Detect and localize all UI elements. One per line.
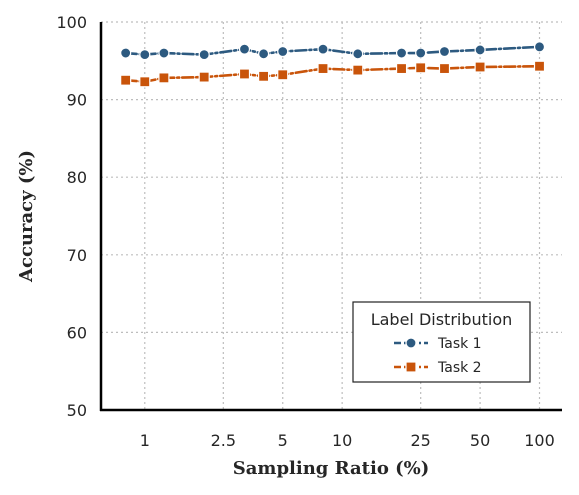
x-tick-label: 25 xyxy=(411,431,431,450)
y-tick-label: 70 xyxy=(67,246,87,265)
data-point xyxy=(533,60,546,72)
data-point xyxy=(139,48,151,61)
data-point xyxy=(277,69,289,81)
data-point xyxy=(352,64,364,76)
legend-marker xyxy=(405,337,417,349)
legend-title: Label Distribution xyxy=(371,310,513,329)
y-tick-label: 100 xyxy=(56,13,87,32)
data-point xyxy=(415,47,427,59)
y-tick-label: 50 xyxy=(67,401,87,420)
series-line xyxy=(124,45,541,56)
data-point xyxy=(474,61,486,73)
x-tick-label: 5 xyxy=(278,431,288,450)
ticks-layer: 50 60 70 80 90 100 1 2.5 5 10 25 50 100 xyxy=(56,13,554,450)
y-tick-label: 80 xyxy=(67,168,87,187)
data-point xyxy=(258,70,270,82)
legend-marker xyxy=(405,361,417,373)
series-task-1 xyxy=(120,41,546,61)
data-point xyxy=(139,76,151,88)
series-task-2 xyxy=(120,60,546,88)
legend-entry: Task 2 xyxy=(394,360,482,376)
legend: Label Distribution Task 1 Task 2 xyxy=(352,301,531,383)
x-axis-title: Sampling Ratio (%) xyxy=(233,458,430,479)
data-point xyxy=(474,44,486,56)
data-point xyxy=(395,62,408,75)
data-point xyxy=(258,48,270,60)
data-point xyxy=(438,45,451,58)
axes-layer xyxy=(99,22,562,412)
data-point xyxy=(352,48,364,60)
data-point xyxy=(395,47,408,59)
y-tick-label: 60 xyxy=(67,323,87,342)
data-point xyxy=(277,45,289,58)
legend-box xyxy=(352,301,531,383)
data-point xyxy=(120,74,132,86)
data-point xyxy=(158,47,170,59)
data-point xyxy=(238,43,251,55)
data-point xyxy=(317,43,329,55)
x-tick-label: 10 xyxy=(332,431,352,450)
data-point xyxy=(198,48,210,61)
x-tick-label: 50 xyxy=(470,431,490,450)
legend-entry: Task 1 xyxy=(394,336,482,352)
data-point xyxy=(238,68,251,80)
data-point xyxy=(120,47,132,59)
data-point xyxy=(438,62,451,75)
y-axis-title: Accuracy (%) xyxy=(16,150,37,283)
legend-label: Task 2 xyxy=(437,360,482,376)
data-point xyxy=(533,41,546,53)
data-point xyxy=(198,71,210,83)
x-tick-label: 2.5 xyxy=(211,431,236,450)
legend-label: Task 1 xyxy=(437,336,482,352)
data-point xyxy=(158,72,170,84)
legend-entries: Task 1 Task 2 xyxy=(394,336,482,376)
data-point xyxy=(415,62,427,74)
data-point xyxy=(317,62,329,75)
x-tick-label: 100 xyxy=(524,431,555,450)
y-tick-label: 90 xyxy=(67,91,87,110)
series-layer xyxy=(120,41,546,88)
x-tick-label: 1 xyxy=(140,431,150,450)
grid-layer xyxy=(101,21,562,410)
